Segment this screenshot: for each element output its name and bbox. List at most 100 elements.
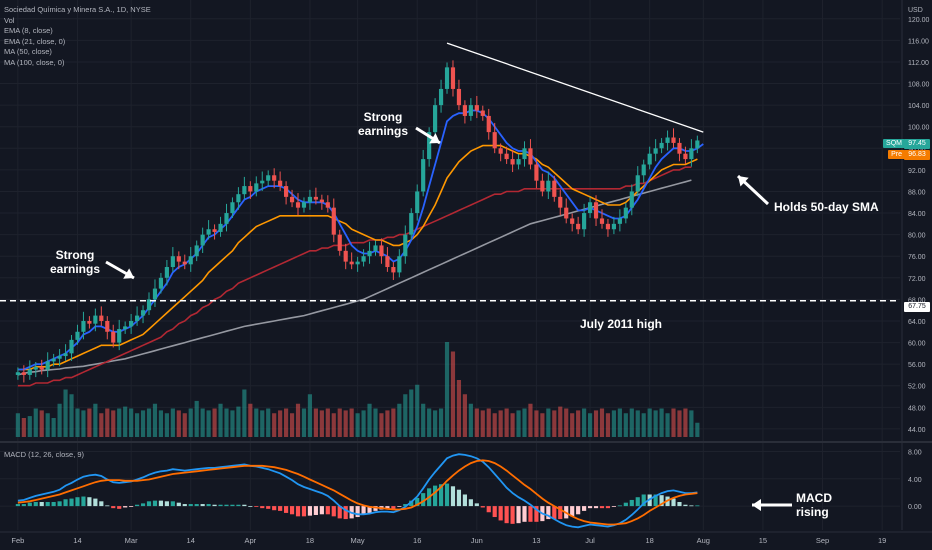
candle-body [319,199,324,203]
macd-histogram-bar [611,506,616,507]
macd-histogram-bar [433,485,438,507]
candle-body [605,223,611,230]
candle-body [63,353,68,357]
candle-body [385,256,390,268]
candle-body [540,180,545,192]
macd-histogram-bar [224,504,229,507]
macd-histogram-bar [230,504,235,507]
candle-body [254,183,259,192]
macd-histogram-bar [361,506,366,515]
volume-bar [433,410,438,437]
volume-bar [313,408,318,437]
candle-body [182,261,187,265]
macd-histogram-bar [236,504,241,507]
candle-body [206,229,211,235]
price-tick-label: 112.00 [908,60,929,67]
macd-histogram-bar [284,506,289,513]
macd-histogram-bar [206,504,211,507]
level-badge: 67.75 [904,302,930,312]
candle-body [504,153,509,160]
macd-histogram-bar [409,500,414,507]
volume-bar [480,410,485,437]
price-tick-label: 100.00 [908,125,930,132]
volume-bar [611,410,616,437]
volume-bar [695,422,700,437]
candle-body [111,331,116,343]
macd-histogram-bar [87,497,92,507]
price-tick-label: 80.00 [908,233,926,240]
sma-hold-arrow-head [738,176,749,187]
volume-bar [248,403,253,437]
candle-body [99,315,104,321]
macd-legend[interactable]: MACD (12, 26, close, 9) [4,450,85,459]
candle-body [272,175,277,181]
volume-bar [272,413,277,437]
price-tick-label: 76.00 [908,254,926,261]
volume-bar [75,408,80,437]
time-tick-label: Aug [697,536,710,545]
macd-histogram-bar [599,506,605,509]
volume-bar [170,408,175,437]
volume-bar [468,403,473,437]
candle-body [623,207,628,219]
volume-bar [397,403,402,437]
candle-body [164,267,169,278]
candle-body [248,186,253,192]
macd-histogram-bar [307,506,313,516]
candle-body [236,194,241,203]
macd-histogram-bar [146,501,152,507]
chart-overlays [0,42,900,511]
volume-bar [528,403,533,437]
candle-body [570,218,575,224]
time-tick-label: 14 [73,536,81,545]
candle-body [170,256,175,268]
price-tick-label: 68.00 [908,297,926,304]
macd-histogram-bar [546,506,551,520]
candle-body [379,245,384,257]
legend-ma50[interactable]: MA (50, close) [4,47,52,56]
volume-bar [39,410,44,437]
candle-body [39,366,44,370]
macd-histogram-bar [123,506,128,508]
volume-bar [450,351,456,437]
ma50-line [17,166,692,387]
candle-body [599,218,605,224]
candle-body [343,250,348,262]
macd-histogram-bar [492,506,497,518]
candle-body [558,196,563,208]
volume-bar [295,403,301,437]
moving-averages [17,109,704,387]
legend-ema8[interactable]: EMA (8, close) [4,26,53,35]
volume-bar [462,394,467,437]
symbol-title[interactable]: Sociedad Química y Minera S.A., 1D, NYSE [4,5,151,14]
candle-body [200,234,205,246]
volume-bar [367,403,372,437]
candle-body [278,180,283,187]
candle-body [331,207,336,235]
volume-bar [516,410,521,437]
legend-ema21[interactable]: EMA (21, close, 0) [4,36,66,46]
candle-body [564,207,569,219]
volume-bar [361,410,366,437]
macd-histogram-bar [605,506,611,509]
volume-bar [236,406,241,437]
candle-body [510,159,515,165]
candle-body [361,256,366,262]
volume-bar [325,408,330,437]
macd-histogram-bar [99,501,104,507]
legend-vol[interactable]: Vol [4,15,15,25]
volume-bar [307,394,313,437]
candle-body [427,132,432,160]
candle-body [301,202,307,208]
macd-histogram-bar [319,506,324,515]
time-tick-label: 14 [187,536,195,545]
macd-histogram-bar [593,506,599,509]
time-tick-label: Feb [11,536,24,545]
macd-tick-label: 0.00 [908,504,922,511]
legend-ma100[interactable]: MA (100, close, 0) [4,57,65,67]
candle-body [456,88,462,106]
volume-bar [111,410,116,437]
candle-body [51,358,56,362]
